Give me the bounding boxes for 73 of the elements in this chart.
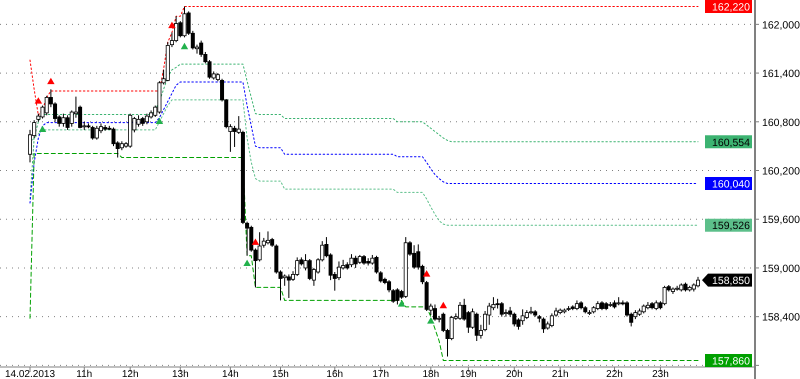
candlestick	[654, 300, 658, 311]
candlestick	[66, 114, 70, 130]
candlestick	[144, 113, 149, 125]
candlestick	[362, 254, 366, 266]
candlestick	[696, 276, 700, 288]
y-tick-label: 159,600	[762, 214, 800, 226]
line-series	[30, 64, 698, 200]
line-series	[30, 99, 698, 226]
x-tick-label: 16h	[326, 369, 344, 379]
point	[440, 302, 448, 308]
point	[252, 238, 260, 245]
candlestick	[182, 6, 186, 38]
candlestick	[90, 125, 95, 140]
candlestick	[282, 274, 287, 286]
text: 158,850	[712, 275, 750, 288]
candlestick	[500, 302, 504, 318]
x-tick-label: 15h	[272, 369, 289, 379]
candlestick	[44, 95, 49, 116]
point	[34, 97, 42, 104]
data-label: 162,220	[712, 1, 750, 14]
x-tick-label: 23h	[652, 369, 669, 379]
point	[427, 317, 435, 324]
candlestick	[354, 255, 358, 268]
y-tick-label: 160,200	[762, 166, 800, 178]
candlestick	[232, 125, 237, 148]
candlestick	[512, 312, 516, 327]
candlestick	[94, 125, 99, 140]
x-tick-label: 18h	[422, 369, 440, 379]
x-tick-label: 14.02.2013	[4, 369, 56, 379]
data-label: 157,860	[712, 356, 750, 368]
x-tick-label: 17h	[372, 369, 390, 379]
line-series	[30, 152, 698, 362]
candlestick	[349, 254, 354, 268]
data-label: 160,554	[712, 136, 750, 149]
x-tick-label: 12h	[122, 369, 139, 379]
candlestick	[432, 304, 437, 322]
y-tick-label: 160,800	[762, 116, 800, 129]
point	[422, 270, 430, 277]
point	[180, 42, 188, 50]
point	[47, 78, 55, 84]
x-tick-label: 21h	[552, 369, 569, 379]
candlestick	[520, 308, 525, 326]
candlestick	[295, 256, 300, 277]
x-tick-label: 13h	[172, 369, 189, 379]
candlestick	[458, 302, 462, 320]
y-tick-label: 159,000	[762, 262, 800, 275]
candlestick	[61, 113, 66, 128]
data-label: 159,526	[712, 220, 750, 232]
x-tick-label: 11h	[76, 369, 92, 379]
y-tick-label: 162,000	[762, 19, 800, 32]
point	[168, 22, 176, 28]
point	[398, 300, 406, 307]
candlestick	[574, 300, 579, 311]
x-tick-label: 19h	[460, 369, 477, 379]
candlestick	[136, 114, 141, 128]
line-series	[30, 82, 698, 204]
y-tick-label: 158,400	[762, 312, 800, 324]
data-label: 160,040	[712, 178, 750, 190]
candlestick	[174, 16, 178, 43]
x-tick-label: 22h	[606, 369, 623, 379]
candlestick	[286, 274, 291, 298]
candlestick	[474, 312, 479, 342]
x-tick-label: 14h	[222, 369, 239, 379]
x-tick-label: 20h	[506, 369, 523, 379]
candlestick	[412, 244, 416, 270]
candlestick	[542, 316, 546, 334]
point	[156, 117, 164, 124]
point	[243, 260, 251, 266]
candlestick	[662, 285, 667, 306]
candlestick	[395, 288, 400, 305]
y-tick-label: 161,400	[762, 68, 800, 80]
candlestick	[266, 230, 270, 245]
point	[38, 126, 46, 132]
